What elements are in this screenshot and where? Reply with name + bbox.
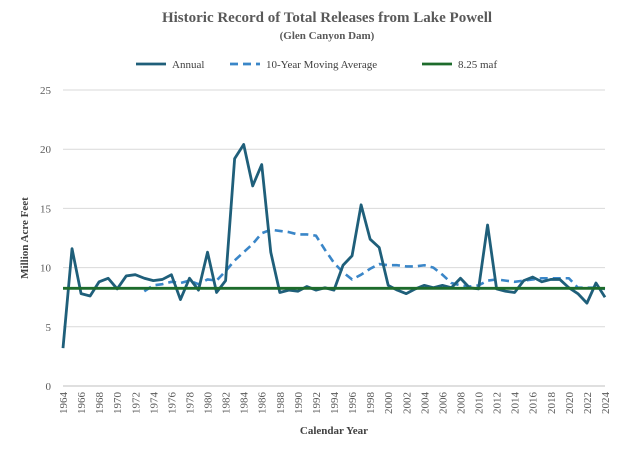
x-tick-label: 1972 [130, 392, 142, 414]
legend-label: 10-Year Moving Average [266, 59, 377, 71]
x-tick-label: 2016 [528, 392, 540, 415]
x-tick-label: 1976 [166, 392, 178, 415]
y-tick-label: 10 [40, 263, 52, 275]
x-tick-label: 2018 [546, 392, 558, 415]
legend-label: 8.25 maf [458, 59, 497, 71]
gridlines [63, 89, 605, 387]
y-tick-label: 20 [40, 144, 52, 156]
x-axis-title: Calendar Year [300, 425, 368, 437]
series-layer [61, 143, 607, 349]
y-tick-label: 25 [40, 85, 52, 97]
x-tick-label: 1994 [329, 392, 341, 415]
x-tick-label: 1980 [203, 392, 215, 415]
x-tick-label: 1974 [148, 392, 160, 415]
y-tick-label: 15 [40, 203, 52, 215]
x-tick-label: 2002 [401, 392, 413, 414]
x-tick-label: 2012 [492, 392, 504, 414]
y-axis-title: Million Acre Feet [19, 197, 31, 279]
x-tick-label: 1996 [347, 392, 359, 415]
x-tick-label: 2022 [582, 392, 594, 414]
x-tick-label: 2020 [564, 392, 576, 415]
x-tick-label: 2014 [510, 392, 522, 415]
x-tick-label: 1982 [221, 392, 233, 414]
x-axis-ticks: 1964 1966 1968 1970 1972 1974 1976 1978 1980 1982… [58, 392, 612, 415]
chart-subtitle: (Glen Canyon Dam) [280, 30, 375, 42]
x-tick-label: 1978 [184, 392, 196, 415]
x-tick-label: 1968 [94, 392, 106, 415]
x-tick-label: 1964 [58, 392, 70, 415]
x-tick-label: 2006 [437, 392, 449, 415]
series-line-annual [61, 143, 607, 349]
x-tick-label: 1988 [275, 392, 287, 415]
x-tick-label: 1998 [365, 392, 377, 415]
x-tick-label: 2010 [474, 392, 486, 415]
x-tick-label: 1986 [257, 392, 269, 415]
x-tick-label: 2008 [455, 392, 467, 415]
chart-title: Historic Record of Total Releases from L… [162, 10, 492, 26]
x-tick-label: 2000 [383, 392, 395, 415]
x-tick-label: 1992 [311, 392, 323, 414]
x-tick-label: 1990 [293, 392, 305, 415]
x-tick-label: 2004 [419, 392, 431, 415]
legend: Annual 10-Year Moving Average 8.25 maf [136, 59, 497, 71]
y-axis-ticks: 0 5 10 15 20 25 [40, 85, 52, 393]
y-tick-label: 5 [46, 322, 52, 334]
x-tick-label: 2024 [600, 392, 612, 415]
x-tick-label: 1970 [112, 392, 124, 415]
x-tick-label: 1966 [76, 392, 88, 415]
x-tick-label: 1984 [239, 392, 251, 415]
y-tick-label: 0 [46, 381, 52, 393]
legend-label: Annual [172, 59, 204, 71]
